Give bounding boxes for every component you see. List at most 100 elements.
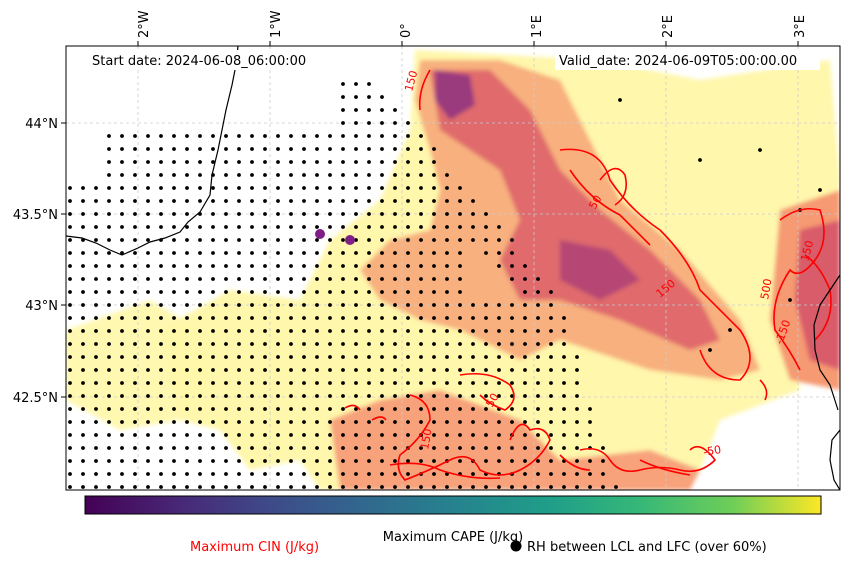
rh-dot — [393, 329, 397, 333]
rh-dot — [419, 316, 423, 320]
rh-dot — [315, 277, 319, 281]
rh-dot — [406, 472, 410, 476]
rh-dot — [549, 342, 553, 346]
rh-dot — [250, 212, 254, 216]
rh-dot — [172, 433, 176, 437]
cin-contours — [344, 69, 832, 481]
rh-dot — [159, 329, 163, 333]
rh-dot — [172, 238, 176, 242]
coastline — [66, 46, 840, 490]
rh-dot — [549, 420, 553, 424]
rh-dot — [432, 160, 436, 164]
rh-dot — [445, 394, 449, 398]
rh-dot — [276, 446, 280, 450]
rh-dot — [380, 472, 384, 476]
rh-dot — [211, 368, 215, 372]
rh-dot — [159, 381, 163, 385]
rh-dot — [146, 264, 150, 268]
rh-dot — [211, 407, 215, 411]
rh-dot — [367, 316, 371, 320]
rh-dot — [276, 186, 280, 190]
rh-dot — [289, 407, 293, 411]
rh-dot — [185, 290, 189, 294]
rh-dot — [536, 381, 540, 385]
rh-dot — [367, 381, 371, 385]
rh-dot — [224, 433, 228, 437]
rh-dot — [120, 199, 124, 203]
rh-dot — [328, 446, 332, 450]
rh-dot — [471, 238, 475, 242]
rh-dot — [159, 134, 163, 138]
rh-dot — [562, 355, 566, 359]
rh-dot — [419, 329, 423, 333]
rh-dot — [341, 160, 345, 164]
rh-dot — [237, 368, 241, 372]
rh-dot — [81, 459, 85, 463]
rh-dot — [601, 485, 605, 489]
rh-dot — [81, 225, 85, 229]
rh-dot — [536, 394, 540, 398]
rh-dot — [94, 316, 98, 320]
rh-dot — [289, 433, 293, 437]
rh-dot — [406, 251, 410, 255]
rh-dot — [250, 316, 254, 320]
rh-dot — [250, 342, 254, 346]
rh-dot — [172, 459, 176, 463]
rh-dot — [302, 381, 306, 385]
rh-dot — [211, 394, 215, 398]
rh-dot — [458, 355, 462, 359]
rh-dot — [185, 316, 189, 320]
rh-dot — [263, 290, 267, 294]
rh-dot — [263, 173, 267, 177]
rh-dot — [133, 238, 137, 242]
rh-dot — [484, 251, 488, 255]
rh-dot — [315, 238, 319, 242]
rh-dot — [185, 472, 189, 476]
rh-dot — [68, 355, 72, 359]
rh-dot — [159, 186, 163, 190]
rh-dot — [107, 472, 111, 476]
rh-dot — [419, 264, 423, 268]
rh-dot — [484, 407, 488, 411]
rh-dot — [432, 303, 436, 307]
rh-dot — [211, 225, 215, 229]
rh-dot — [432, 225, 436, 229]
rh-dot — [536, 329, 540, 333]
rh-dot — [289, 446, 293, 450]
lon-tick-label: 0° — [399, 23, 414, 38]
rh-dot — [81, 303, 85, 307]
rh-dot — [432, 251, 436, 255]
rh-dot — [289, 277, 293, 281]
rh-dot — [172, 264, 176, 268]
rh-dot — [224, 472, 228, 476]
rh-dot — [81, 212, 85, 216]
rh-dot — [380, 238, 384, 242]
cape-peak-point — [345, 235, 355, 245]
rh-dot — [120, 212, 124, 216]
rh-dot — [159, 446, 163, 450]
rh-dot — [575, 394, 579, 398]
rh-dot — [211, 316, 215, 320]
rh-dot — [107, 199, 111, 203]
rh-dot — [458, 446, 462, 450]
rh-dot — [354, 238, 358, 242]
rh-dot — [250, 173, 254, 177]
rh-dot — [198, 186, 202, 190]
rh-dot — [224, 160, 228, 164]
rh-dot — [211, 433, 215, 437]
rh-dot — [159, 264, 163, 268]
rh-dot — [562, 342, 566, 346]
rh-dot — [172, 485, 176, 489]
rh-dot — [263, 264, 267, 268]
rh-dot — [289, 173, 293, 177]
rh-dot — [354, 134, 358, 138]
rh-dot — [406, 121, 410, 125]
rh-dot — [354, 303, 358, 307]
rh-dot — [68, 342, 72, 346]
rh-dot — [393, 173, 397, 177]
rh-dot — [510, 407, 514, 411]
rh-dot — [302, 238, 306, 242]
rh-dot — [458, 407, 462, 411]
contour-label: 50 — [483, 391, 501, 410]
